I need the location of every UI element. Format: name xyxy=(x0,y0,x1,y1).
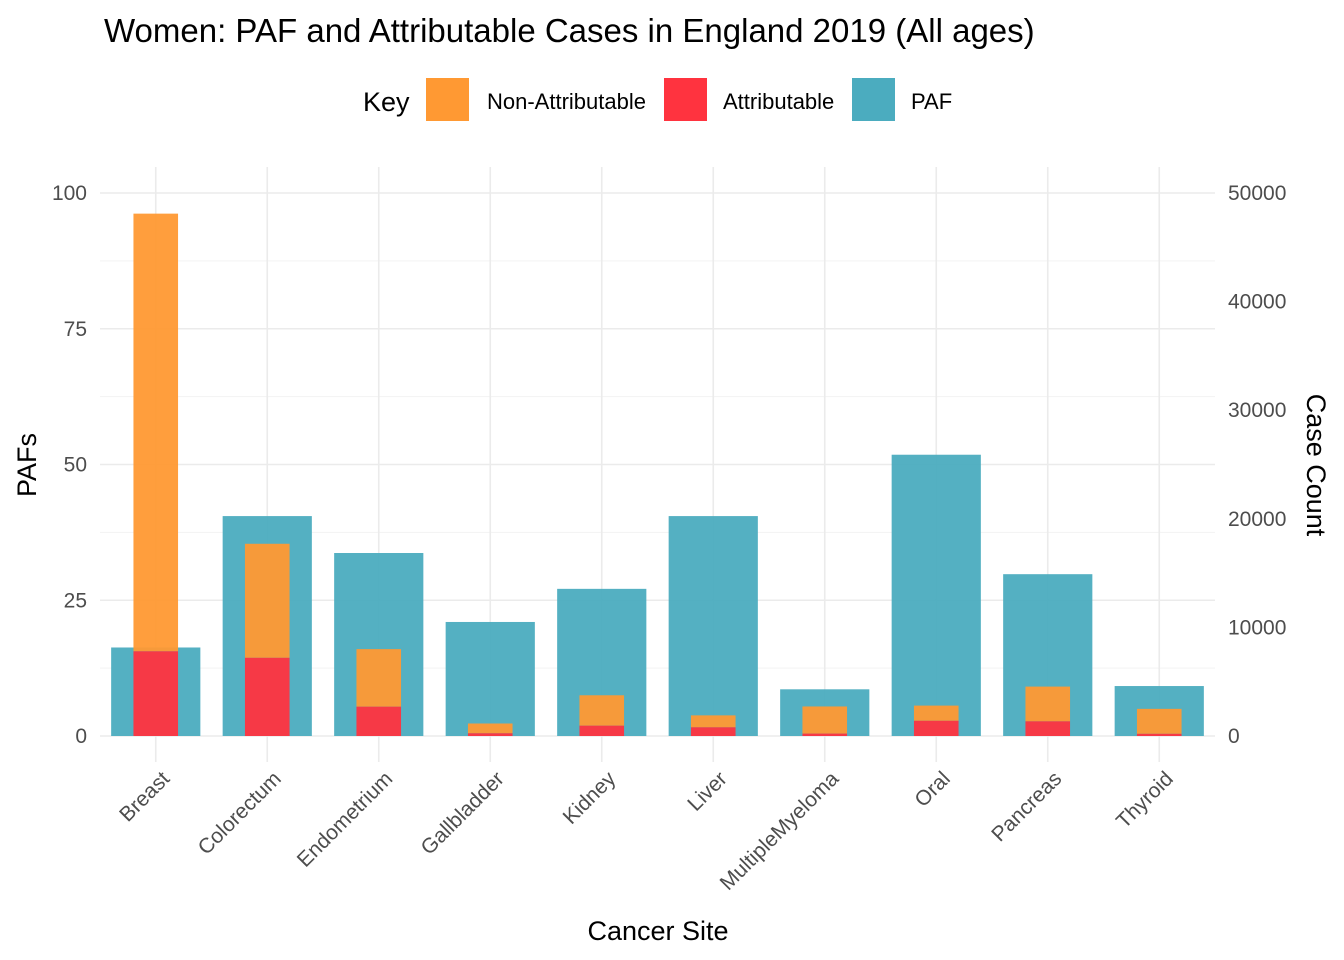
y2-tick-label: 50000 xyxy=(1228,182,1286,205)
bar-non-attributable-breast xyxy=(133,213,179,652)
x-tick-label-multiplemyeloma: MultipleMyeloma xyxy=(716,767,844,895)
bar-non-attributable-colorectum xyxy=(244,543,290,658)
chart-title: Women: PAF and Attributable Cases in Eng… xyxy=(104,12,1035,49)
legend-swatch-non-attributable xyxy=(426,78,469,121)
x-tick-label-gallbladder: Gallbladder xyxy=(417,767,509,859)
bar-non-attributable-kidney xyxy=(579,695,625,726)
x-tick-label-liver: Liver xyxy=(683,767,731,815)
legend-label-paf: PAF xyxy=(911,89,952,114)
x-tick-label-kidney: Kidney xyxy=(559,767,621,829)
legend: Key Non-Attributable Attributable PAF xyxy=(363,78,952,121)
y-axis-left: 0 25 50 75 100 xyxy=(52,182,87,748)
legend-label-attributable: Attributable xyxy=(723,89,834,114)
y-axis-title: PAFs xyxy=(12,433,42,497)
y2-tick-label: 10000 xyxy=(1228,616,1286,639)
bar-attributable-colorectum xyxy=(244,657,290,736)
bar-non-attributable-thyroid xyxy=(1136,708,1182,734)
bar-attributable-breast xyxy=(133,651,179,736)
x-tick-label-pancreas: Pancreas xyxy=(987,767,1066,846)
bar-non-attributable-pancreas xyxy=(1025,686,1071,722)
bar-non-attributable-gallbladder xyxy=(467,723,513,734)
x-tick-label-breast: Breast xyxy=(115,767,174,826)
y-tick-label: 50 xyxy=(64,454,87,477)
bar-attributable-liver xyxy=(690,727,736,736)
x-tick-label-endometrium: Endometrium xyxy=(293,767,398,872)
bars xyxy=(111,213,1204,736)
y-tick-label: 100 xyxy=(52,182,87,205)
bar-attributable-kidney xyxy=(579,725,625,736)
bar-non-attributable-multiplemyeloma xyxy=(802,706,848,734)
bar-non-attributable-liver xyxy=(690,715,736,728)
bar-non-attributable-endometrium xyxy=(356,649,402,707)
y2-tick-label: 20000 xyxy=(1228,508,1286,531)
bar-paf-liver xyxy=(668,516,758,736)
bar-paf-oral xyxy=(891,454,981,736)
bar-attributable-endometrium xyxy=(356,706,402,736)
bar-non-attributable-oral xyxy=(913,705,959,721)
bar-paf-gallbladder xyxy=(445,621,535,736)
legend-title: Key xyxy=(363,87,410,117)
x-axis: Breast Colorectum Endometrium Gallbladder Ki… xyxy=(115,767,1178,895)
bar-attributable-oral xyxy=(913,720,959,736)
y-tick-label: 0 xyxy=(75,725,87,748)
x-tick-label-oral: Oral xyxy=(910,767,954,811)
bar-attributable-thyroid xyxy=(1136,733,1182,736)
x-tick-label-thyroid: Thyroid xyxy=(1112,767,1178,833)
y2-tick-label: 30000 xyxy=(1228,399,1286,422)
y2-axis-title: Case Count xyxy=(1301,394,1331,537)
y-tick-label: 75 xyxy=(64,318,87,341)
bar-attributable-multiplemyeloma xyxy=(802,733,848,736)
x-axis-title: Cancer Site xyxy=(587,916,728,946)
y2-tick-label: 40000 xyxy=(1228,291,1286,314)
legend-swatch-paf xyxy=(852,78,895,121)
legend-label-non-attributable: Non-Attributable xyxy=(487,89,646,114)
y-axis-right: 0 10000 20000 30000 40000 50000 xyxy=(1228,182,1286,748)
y2-tick-label: 0 xyxy=(1228,725,1240,748)
bar-attributable-pancreas xyxy=(1025,721,1071,736)
legend-swatch-attributable xyxy=(664,78,707,121)
bar-attributable-gallbladder xyxy=(467,733,513,736)
x-tick-label-colorectum: Colorectum xyxy=(194,767,286,859)
y-tick-label: 25 xyxy=(64,589,87,612)
